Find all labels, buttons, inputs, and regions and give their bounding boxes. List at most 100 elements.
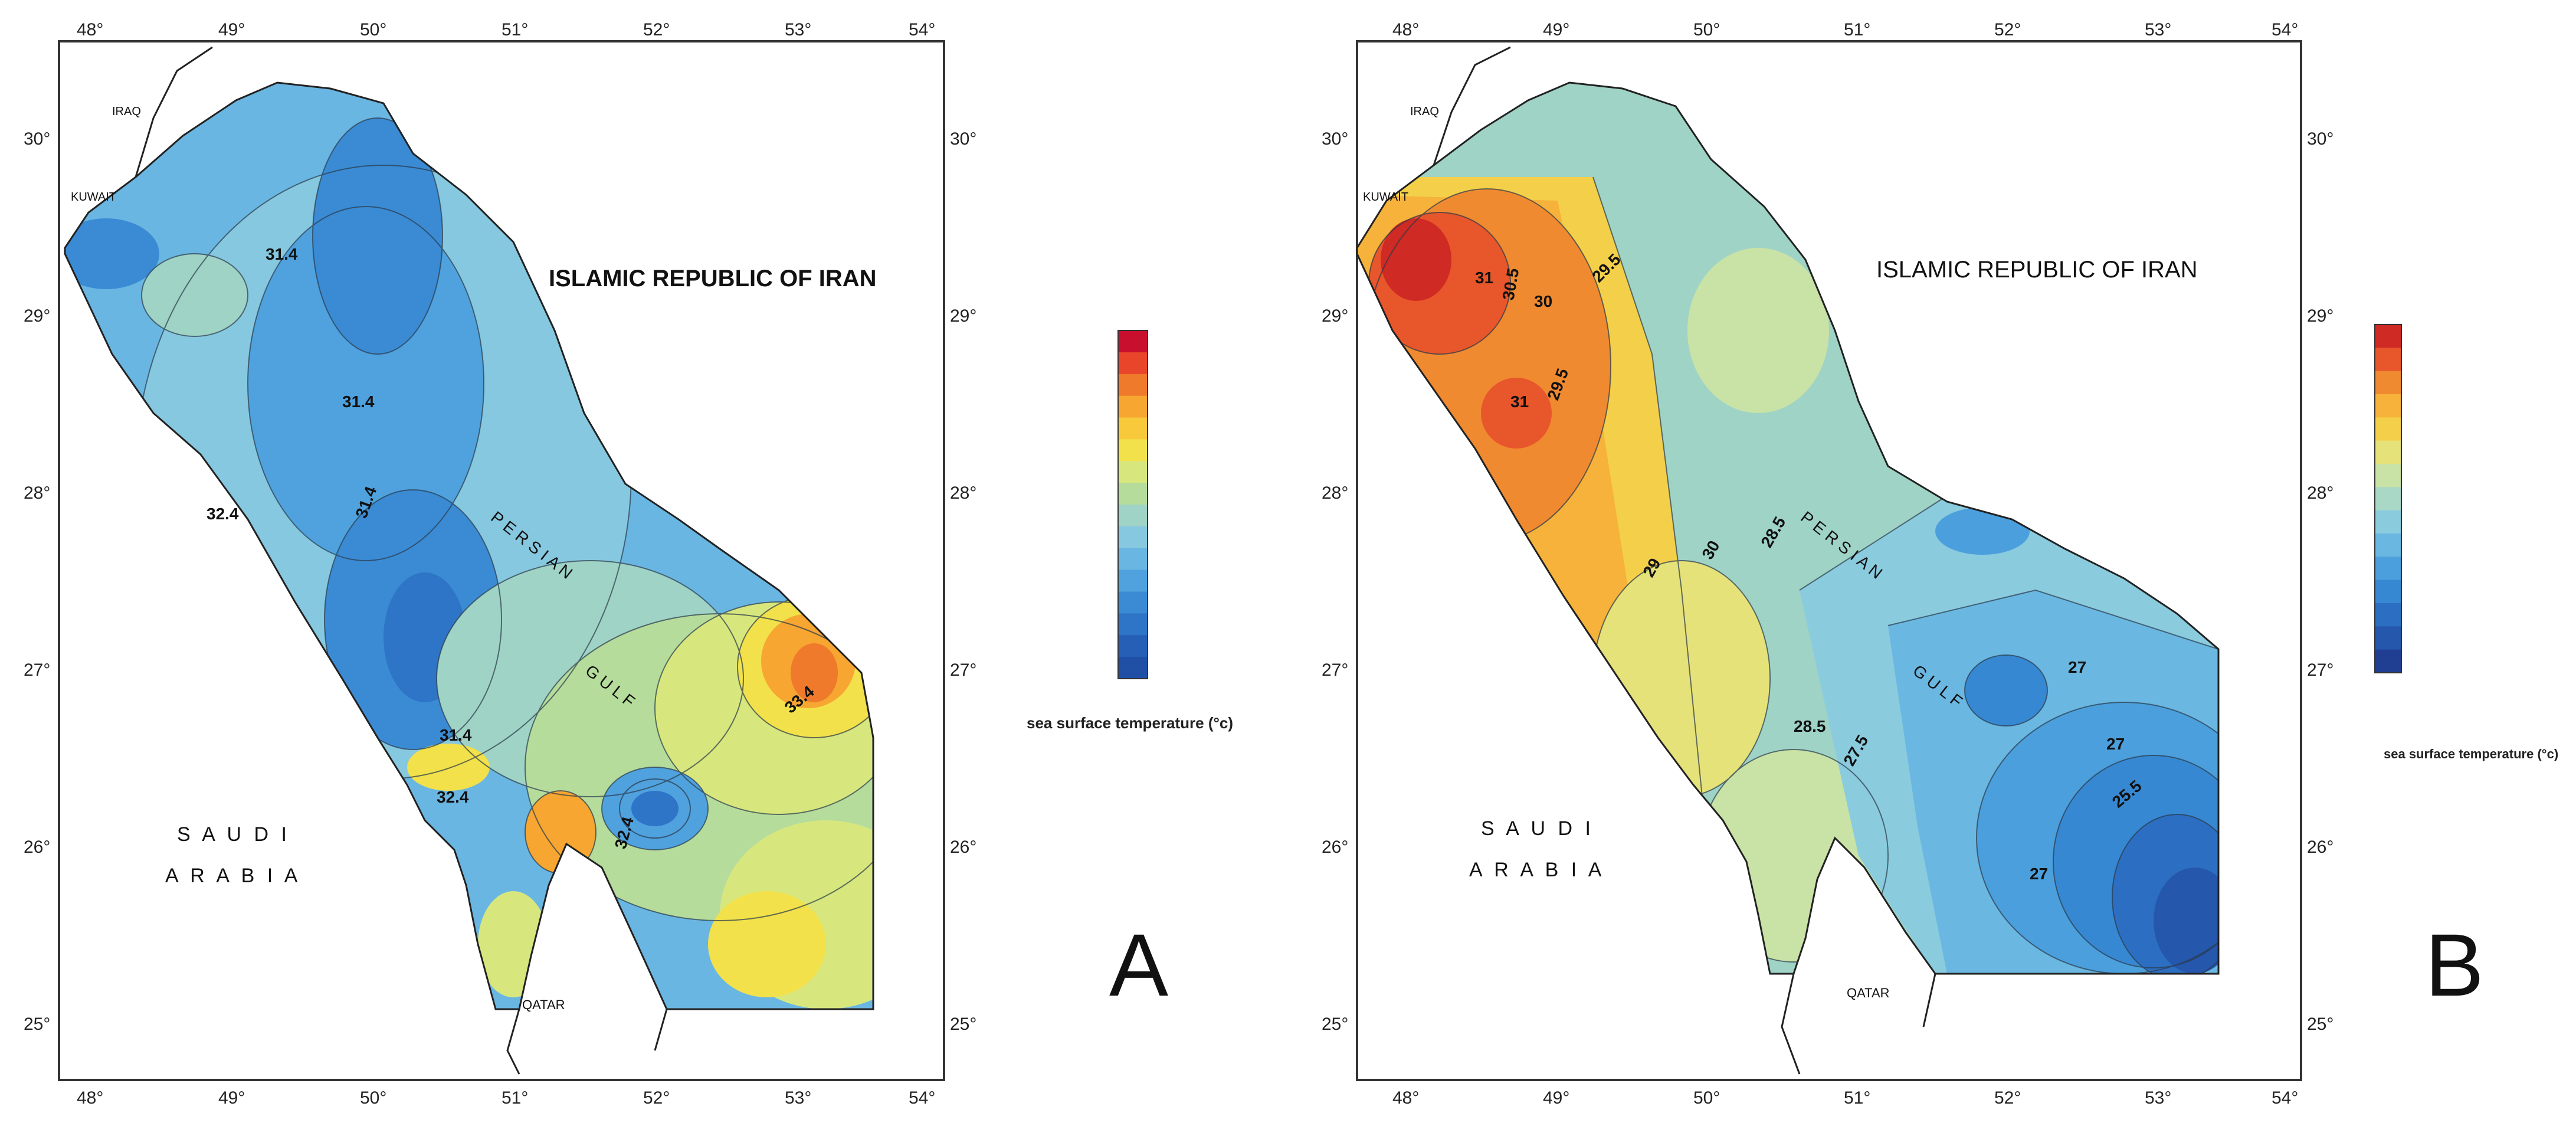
panel-a-colorbar <box>1117 330 1148 679</box>
panel-a-lon-tick-bottom: 54° <box>909 1088 935 1108</box>
panel-b-lat-tick-left: 26° <box>1322 837 1348 857</box>
contour-label: 31 <box>1475 269 1493 287</box>
panel-a-contour-labels: 31.4 31.4 31.4 32.4 31.4 32.4 32.4 33.4 <box>207 245 818 851</box>
colorbar-swatch <box>1118 548 1148 571</box>
colorbar-swatch <box>2375 440 2401 464</box>
panel-b-label-saudi-2: A R A B I A <box>1469 859 1605 881</box>
contour-label: 28.5 <box>1794 717 1826 735</box>
panel-b-label-qatar: QATAR <box>1847 986 1890 1000</box>
panel-a-lat-tick-left: 25° <box>24 1014 50 1034</box>
panel-b-lat-tick-right: 27° <box>2307 660 2334 680</box>
panel-b-lat-tick-right: 26° <box>2307 837 2334 857</box>
colorbar-swatch <box>1118 570 1148 592</box>
contour-label: 31 <box>1510 392 1529 411</box>
panel-a-colorbar-title: sea surface temperature (°c) <box>1027 714 1233 732</box>
colorbar-swatch <box>2375 371 2401 395</box>
panel-a-label-kuwait: KUWAIT <box>71 191 116 204</box>
panel-b-label-saudi-1: S A U D I <box>1481 817 1594 840</box>
panel-a-label-saudi-2: A R A B I A <box>165 865 301 887</box>
panel-a-lon-tick-bottom: 48° <box>77 1088 103 1108</box>
panel-b-lat-tick-left: 25° <box>1322 1014 1348 1034</box>
panel-a-shatt-river <box>135 46 213 178</box>
panel-b-lon-tick-bottom: 53° <box>2145 1088 2171 1108</box>
panel-a-lon-tick-top: 54° <box>909 20 935 40</box>
panel-b-lon-tick-top: 49° <box>1543 20 1569 40</box>
panel-b-lon-tick-bottom: 48° <box>1392 1088 1419 1108</box>
panel-b-lat-tick-right: 30° <box>2307 129 2334 149</box>
panel-b-lon-tick-top: 54° <box>2272 20 2298 40</box>
panel-a-lon-tick-bottom: 49° <box>218 1088 245 1108</box>
panel-a-label-iraq: IRAQ <box>112 105 141 118</box>
panel-b-label-kuwait: KUWAIT <box>1363 191 1408 204</box>
panel-b-lon-tick-bottom: 52° <box>1994 1088 2021 1108</box>
colorbar-swatch <box>1118 613 1148 636</box>
colorbar-swatch <box>1118 374 1148 397</box>
panel-a-label-qatar: QATAR <box>522 997 565 1012</box>
contour-label: 31.4 <box>342 392 375 411</box>
panel-b-lon-tick-top: 52° <box>1994 20 2021 40</box>
panel-b-lat-tick-left: 28° <box>1322 483 1348 503</box>
panel-b-shatt-river <box>1433 46 1511 166</box>
panel-a-label-saudi-1: S A U D I <box>177 823 290 846</box>
colorbar-frame <box>2374 324 2402 673</box>
panel-b-lat-tick-left: 29° <box>1322 306 1348 326</box>
colorbar-swatch <box>1118 395 1148 418</box>
contour-label: 32.4 <box>437 788 469 806</box>
panel-a-qatar-outline <box>506 1009 668 1075</box>
colorbar-swatch <box>1118 417 1148 440</box>
colorbar-swatch <box>1118 591 1148 614</box>
panel-b-lat-tick-left: 30° <box>1322 129 1348 149</box>
panel-a-lon-tick-top: 53° <box>785 20 811 40</box>
panel-a-lon-tick-top: 49° <box>218 20 245 40</box>
contour-label: 27 <box>2068 658 2086 676</box>
panel-a-lat-tick-left: 27° <box>24 660 50 680</box>
panel-b-lon-tick-top: 51° <box>1844 20 1870 40</box>
colorbar-swatch <box>2375 510 2401 534</box>
panel-b-lat-tick-left: 27° <box>1322 660 1348 680</box>
panel-b-map <box>1356 40 2302 1081</box>
colorbar-swatch <box>2375 649 2401 673</box>
contour-label: 27 <box>2030 865 2048 883</box>
colorbar-swatch <box>1118 526 1148 549</box>
panel-b-lat-tick-right: 25° <box>2307 1014 2334 1034</box>
panel-b-lat-tick-right: 29° <box>2307 306 2334 326</box>
colorbar-swatch <box>2375 348 2401 372</box>
panel-b-lon-tick-top: 53° <box>2145 20 2171 40</box>
contour-label: 27 <box>2106 735 2125 753</box>
panel-a-lat-tick-right: 28° <box>950 483 976 503</box>
panel-b-colorbar-title: sea surface temperature (°c) <box>2384 747 2559 761</box>
colorbar-frame <box>1117 330 1148 679</box>
panel-a-label-iran: ISLAMIC REPUBLIC OF IRAN <box>549 266 877 292</box>
panel-a-lat-tick-right: 25° <box>950 1014 976 1034</box>
contour-label: 31.4 <box>266 245 298 263</box>
panel-b-axis-ticks: 48° 49° 50° 51° 52° 53° 54° 48° 49° 50° … <box>1322 20 2334 1108</box>
panel-a-lat-tick-left: 26° <box>24 837 50 857</box>
colorbar-swatch <box>1118 657 1148 679</box>
panel-a-lon-tick-top: 48° <box>77 20 103 40</box>
colorbar-swatch <box>1118 352 1148 375</box>
panel-b-lon-tick-bottom: 50° <box>1693 1088 1720 1108</box>
panel-a-lon-tick-bottom: 51° <box>502 1088 528 1108</box>
panel-b-lat-tick-right: 28° <box>2307 483 2334 503</box>
panel-a-lon-tick-top: 51° <box>502 20 528 40</box>
panel-a-lat-tick-left: 30° <box>24 129 50 149</box>
panel-a-lat-tick-right: 27° <box>950 660 976 680</box>
panel-a-lat-tick-left: 29° <box>24 306 50 326</box>
panel-b-lon-tick-top: 48° <box>1392 20 1419 40</box>
panel-a-lat-tick-right: 29° <box>950 306 976 326</box>
colorbar-swatch <box>2375 580 2401 604</box>
colorbar-swatch <box>2375 626 2401 650</box>
colorbar-swatch <box>1118 635 1148 657</box>
colorbar-swatch <box>2375 557 2401 581</box>
colorbar-swatch <box>1118 330 1148 353</box>
colorbar-swatch <box>2375 487 2401 511</box>
panel-a-lon-tick-bottom: 50° <box>360 1088 386 1108</box>
colorbar-swatch <box>2375 325 2401 348</box>
colorbar-swatch <box>2375 603 2401 627</box>
panel-a-axis-ticks: 48° 49° 50° 51° 52° 53° 54° 48° 49° 50° … <box>24 20 976 1108</box>
panel-a-map <box>58 40 945 1081</box>
contour-label: 30 <box>1534 292 1552 310</box>
panel-b-label-iran: ISLAMIC REPUBLIC OF IRAN <box>1876 257 2198 283</box>
colorbar-swatch <box>2375 464 2401 487</box>
colorbar-swatch <box>1118 461 1148 483</box>
